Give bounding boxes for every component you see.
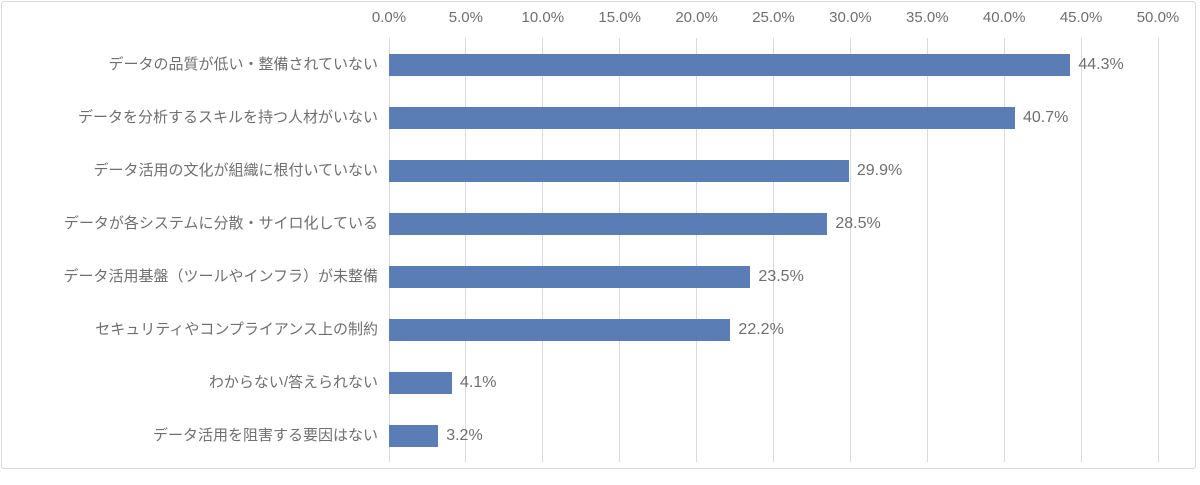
bar: [389, 371, 453, 394]
category-label: データ活用基盤（ツールやインフラ）が未整備: [63, 268, 378, 285]
category-label: データ活用を阻害する要因はない: [152, 427, 378, 444]
x-axis-tick-label: 0.0%: [371, 9, 407, 26]
gridline: [619, 38, 621, 462]
category-label: データが各システムに分散・サイロ化している: [63, 215, 378, 232]
x-axis-tick-label: 25.0%: [752, 9, 795, 26]
bar: [389, 424, 439, 447]
gridline: [1157, 38, 1159, 462]
value-label: 4.1%: [460, 374, 497, 391]
value-label: 29.9%: [856, 162, 903, 179]
bar: [389, 106, 1015, 129]
x-axis-tick-label: 20.0%: [675, 9, 718, 26]
bar: [389, 212, 828, 235]
category-label: データを分析するスキルを持つ人材がいない: [77, 109, 378, 126]
gridline: [773, 38, 774, 462]
x-axis-tick-label: 5.0%: [448, 9, 483, 26]
x-axis-tick-label: 40.0%: [982, 9, 1026, 26]
gridline: [388, 38, 390, 462]
value-label: 22.2%: [738, 321, 784, 338]
value-label: 3.2%: [446, 427, 483, 444]
category-label: わからない/答えられない: [208, 374, 378, 391]
category-label: セキュリティやコンプライアンス上の制約: [95, 321, 378, 338]
value-label: 28.5%: [835, 215, 881, 232]
gridline: [1003, 38, 1005, 462]
bar: [389, 318, 731, 341]
category-label: データ活用の文化が組織に根付いていない: [93, 162, 378, 179]
gridline: [1080, 38, 1082, 462]
value-label: 23.5%: [758, 268, 804, 285]
x-axis-tick-label: 15.0%: [598, 9, 641, 26]
bar: [389, 159, 849, 182]
x-axis-tick-label: 30.0%: [829, 9, 872, 26]
value-label: 40.7%: [1022, 109, 1069, 126]
category-label: データの品質が低い・整備されていない: [108, 56, 378, 73]
x-axis-tick-label: 50.0%: [1136, 9, 1180, 26]
bar: [389, 53, 1071, 76]
chart-frame: [1, 1, 1196, 469]
x-axis-tick-label: 10.0%: [521, 9, 565, 26]
bar: [389, 265, 751, 288]
gridline: [849, 38, 851, 462]
gridline: [465, 38, 467, 462]
x-axis-tick-label: 35.0%: [906, 9, 949, 26]
gridline: [696, 38, 698, 462]
gridline: [926, 38, 928, 462]
value-label: 44.3%: [1078, 56, 1124, 73]
gridline: [542, 38, 544, 462]
x-axis-tick-label: 45.0%: [1059, 9, 1103, 26]
